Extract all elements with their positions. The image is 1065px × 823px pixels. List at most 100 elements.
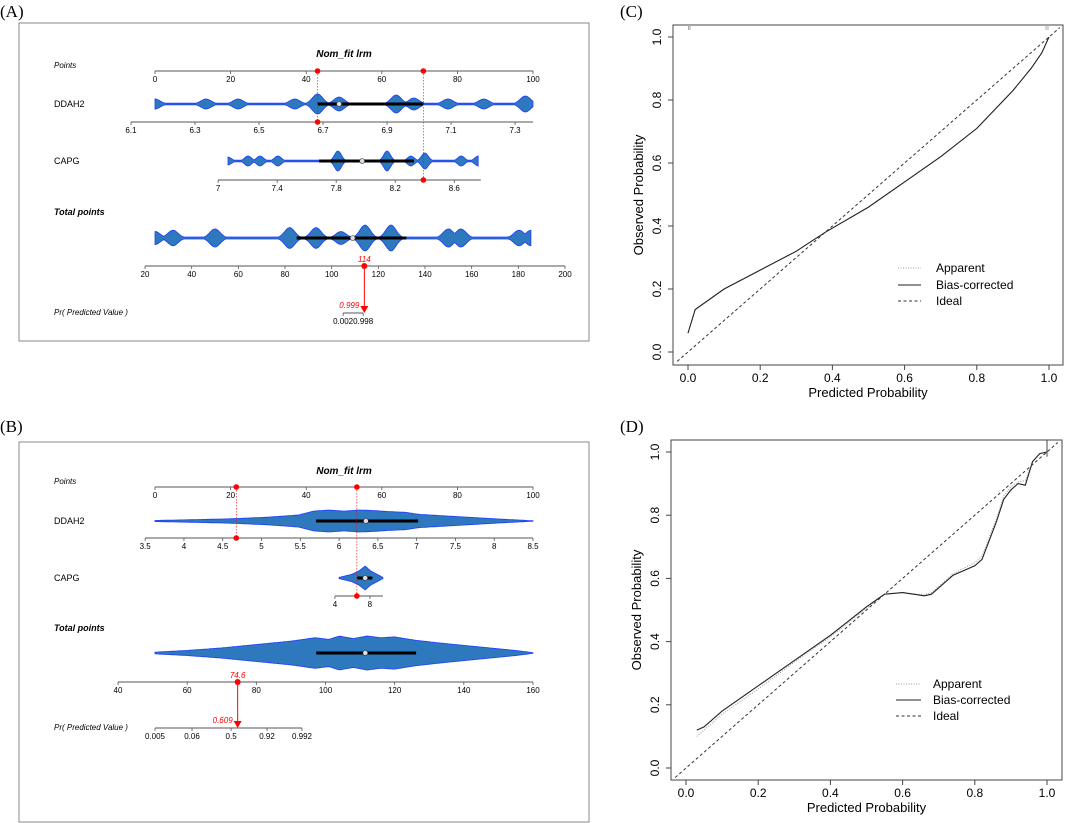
x-tick-label: 0.6: [894, 786, 911, 800]
variable-ddah2-axis-tick-label: 7.1: [446, 126, 458, 135]
points-label: Points: [54, 61, 76, 70]
total-points-axis-tick-label: 140: [418, 270, 432, 279]
legend-label: Ideal: [933, 709, 959, 723]
variable-ddah2-axis-tick-label: 6.3: [189, 126, 201, 135]
points-axis-tick-label: 80: [453, 75, 462, 84]
variable-capg-axis-tick-label: 8.6: [449, 184, 461, 193]
x-tick-label: 0.0: [678, 786, 695, 800]
calibration-panel-d: (D) 0.0 0.2 0.4 0.6 0.8 1.0 0.0 0.2 0.4 0.6 0.8 1.0 P…: [620, 417, 1063, 815]
variable-capg-median-dot: [362, 575, 368, 581]
points-axis-tick-label: 60: [377, 491, 386, 500]
total-points-axis-tick-label: 160: [526, 686, 540, 695]
variable-ddah2-axis-tick-label: 3.5: [140, 542, 152, 551]
x-axis-label: Predicted Probability: [807, 800, 927, 815]
nomogram-panel-a: (A) Nom_fit lrm Points 0 20 40 60 80 100 DDAH2 6.1…: [0, 2, 590, 342]
legend-label: Ideal: [936, 294, 962, 308]
x-tick-label: 1.0: [1039, 786, 1056, 800]
legend-label: Bias-corrected: [933, 693, 1010, 707]
variable-capg-median-dot: [359, 158, 365, 164]
total-points-axis-tick-label: 40: [114, 686, 123, 695]
points-axis-tick-label: 0: [153, 491, 158, 500]
y-tick-label: 0.2: [650, 280, 664, 297]
total-points-selected-value: 74.6: [230, 671, 246, 680]
predicted-axis-tick-label: 0.06: [184, 732, 200, 741]
points-axis-tick-label: 20: [226, 491, 235, 500]
total-points-label: Total points: [54, 207, 105, 217]
total-points-selected-value: 114: [358, 255, 371, 264]
points-label: Points: [54, 477, 76, 486]
nomogram-title: Nom_fit lrm: [316, 466, 372, 477]
predicted-axis-tick-label: 0.92: [259, 732, 275, 741]
variable-ddah2-axis-tick-label: 6: [337, 542, 342, 551]
total-points-axis-tick-label: 180: [512, 270, 526, 279]
prediction-arrow-head: [360, 306, 369, 313]
total-points-axis-tick-label: 120: [372, 270, 386, 279]
predicted-value-label: Pr( Predicted Value ): [54, 308, 128, 317]
y-tick-label: 0.0: [648, 759, 662, 776]
variable-ddah2-axis-tick-label: 6.7: [317, 126, 329, 135]
variable-capg-axis-tick-label: 7.4: [272, 184, 284, 193]
y-axis-label: Observed Probability: [629, 549, 644, 670]
nomogram-panel-b: (B) Nom_fit lrm Points 0 20 40 60 80 100 DDAH2 3.5…: [0, 417, 590, 823]
variable-ddah2-axis-tick-label: 6.5: [372, 542, 384, 551]
variable-ddah2-axis-tick-label: 6.1: [125, 126, 137, 135]
predicted-axis-tick-label: 0.998: [353, 317, 374, 326]
variable-ddah2-axis-tick-label: 5.5: [295, 542, 307, 551]
y-tick-label: 1.0: [650, 28, 664, 45]
variable-ddah2-axis-tick-label: 4.5: [217, 542, 229, 551]
y-tick-label: 0.8: [648, 507, 662, 524]
nomogram-title: Nom_fit lrm: [316, 49, 372, 60]
points-axis-tick-label: 100: [526, 491, 540, 500]
variable-ddah2-points-marker: [233, 484, 240, 490]
panel-label: (A): [0, 2, 24, 21]
plot-frame: [670, 439, 1063, 781]
variable-ddah2-axis-tick-label: 7: [414, 542, 419, 551]
y-tick-label: 1.0: [648, 443, 662, 460]
y-tick-label: 0.2: [648, 696, 662, 713]
variable-capg-axis-tick-label: 8.2: [390, 184, 402, 193]
predicted-axis-tick-label: 0.5: [226, 732, 238, 741]
legend-label: Apparent: [933, 677, 982, 691]
y-tick-label: 0.8: [650, 91, 664, 108]
predicted-selected-value: 0.609: [213, 716, 234, 725]
predicted-axis-tick-label: 0.992: [292, 732, 313, 741]
variable-ddah2-axis-tick-label: 7.3: [510, 126, 522, 135]
total-points-median-dot: [362, 650, 369, 656]
variable-ddah2-axis-tick-label: 6.9: [381, 126, 393, 135]
total-points-axis-tick-label: 120: [388, 686, 402, 695]
variable-ddah2-median-dot: [336, 101, 342, 107]
x-tick-label: 1.0: [1041, 371, 1058, 385]
variable-capg-points-marker: [354, 484, 360, 490]
total-points-median-dot: [349, 235, 356, 241]
total-points-axis-tick-label: 60: [183, 686, 192, 695]
points-axis-tick-label: 40: [302, 491, 311, 500]
x-tick-label: 0.8: [968, 371, 985, 385]
variable-capg-value-marker: [420, 177, 427, 183]
variable-capg-points-marker: [420, 68, 427, 74]
variable-ddah2-label: DDAH2: [54, 516, 85, 526]
x-tick-label: 0.2: [752, 371, 769, 385]
legend-label: Apparent: [936, 261, 985, 275]
variable-ddah2-value-marker: [314, 119, 321, 125]
points-axis-tick-label: 0: [153, 75, 158, 84]
variable-ddah2-value-marker: [233, 535, 240, 541]
variable-ddah2-axis-tick-label: 4: [182, 542, 187, 551]
variable-ddah2-axis-tick-label: 6.5: [253, 126, 265, 135]
total-points-axis-tick-label: 40: [187, 270, 196, 279]
panel-label: (C): [620, 2, 643, 21]
panel-label: (B): [0, 417, 23, 436]
y-tick-label: 0.0: [650, 343, 664, 360]
x-tick-label: 0.0: [680, 371, 697, 385]
series-bias-corrected: [696, 451, 1048, 731]
x-tick-label: 0.4: [822, 786, 839, 800]
series-ideal: [676, 27, 1061, 362]
variable-capg-label: CAPG: [54, 573, 80, 583]
series-bias-corrected: [687, 36, 1050, 334]
panel-frame: [18, 22, 590, 342]
points-axis-tick-label: 20: [226, 75, 235, 84]
variable-capg-label: CAPG: [54, 156, 80, 166]
predicted-selected-value: 0.999: [339, 301, 360, 310]
calibration-panel-c: (C) 0.0 0.2 0.4 0.6 0.8 1.0 0.0 0.2 0.4 0.6 0.8 1.0 P…: [620, 2, 1064, 400]
panel-frame: [18, 441, 590, 823]
y-tick-label: 0.6: [650, 154, 664, 171]
